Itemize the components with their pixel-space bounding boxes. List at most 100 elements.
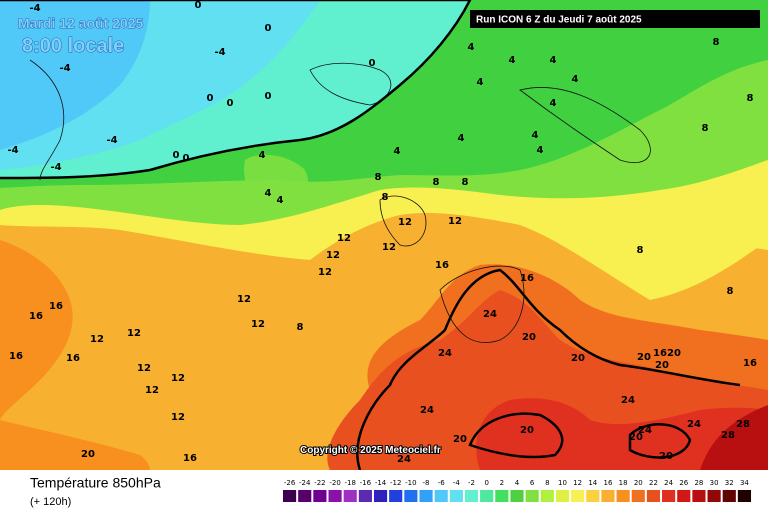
contour-label: 4 [532,130,539,141]
colorbar-tick-label: -10 [405,479,416,487]
contour-label: 4 [265,188,272,199]
colorbar-swatch [480,490,494,502]
colorbar-swatch [646,490,661,502]
colorbar-swatch [313,490,327,502]
colorbar-swatch [404,490,418,502]
colorbar-swatch [373,490,388,502]
colorbar-tick-label: -4 [453,479,461,487]
date: Mardi 12 août 2025 [18,15,143,31]
contour-label: 8 [375,172,382,183]
colorbar-tick-label: 20 [634,479,643,487]
colorbar-tick-label: -6 [438,479,446,487]
colorbar-swatch [298,490,312,502]
colorbar-swatch [464,490,479,502]
contour-label: 0 [173,150,180,161]
contour-label: 20 [522,332,536,343]
contour-label: 12 [448,216,462,227]
contour-label: -4 [29,3,40,14]
colorbar-swatch [555,490,570,502]
contour-label: 24 [420,405,434,416]
contour-label: 12 [145,385,159,396]
colorbar-tick-label: 34 [740,479,749,487]
contour-label: 4 [509,55,516,66]
colorbar-tick-label: 26 [679,479,688,487]
contour-label: 4 [477,77,484,88]
contour-label: 12 [318,267,332,278]
colorbar-swatch [631,490,645,502]
colorbar-tick-label: -24 [299,479,311,487]
contour-label: 4 [550,98,557,109]
contour-label: 4 [468,42,475,53]
contour-label: 20 [655,360,669,371]
contour-label: 4 [550,55,557,66]
colorbar-swatch [540,490,554,502]
colorbar-swatch [677,490,691,502]
contour-label: 0 [183,153,190,164]
contour-label: -4 [106,135,117,146]
colorbar-tick-label: 22 [649,479,658,487]
contour-label: 24 [397,454,411,465]
contour-label: 0 [369,58,376,69]
colorbar-swatch [283,490,297,502]
contour-label: -4 [50,162,61,173]
contour-label: 12 [137,363,151,374]
contour-label: 8 [462,177,469,188]
contour-label: 12 [337,233,351,244]
contour-label: 4 [277,195,284,206]
contour-label: 24 [483,309,497,320]
colorbar-tick-label: 24 [664,479,673,487]
contour-label: 8 [702,123,709,134]
colorbar-tick-label: -2 [468,479,475,487]
colorbar-swatch [571,490,585,502]
contour-label: 12 [398,217,412,228]
colorbar-tick-label: 28 [694,479,703,487]
colorbar-swatch [692,490,706,502]
colorbar-swatch [737,490,751,502]
colorbar-tick-label: -16 [360,479,372,487]
contour-label: 24 [687,419,701,430]
colorbar-tick-label: 12 [573,479,582,487]
contour-label: 12 [171,373,185,384]
contour-label: 0 [265,91,272,102]
contour-label: 24 [638,425,652,436]
contour-label: 8 [713,37,720,48]
colorbar-swatch [601,490,615,502]
colorbar-tick-label: -8 [423,479,430,487]
contour-label: 12 [127,328,141,339]
contour-label: -4 [7,145,18,156]
contour-label: 0 [195,0,202,11]
colorbar-tick-label: 6 [530,479,535,487]
colorbar-swatch [419,490,433,502]
contour-label: 4 [572,74,579,85]
colorbar-tick-label: -20 [329,479,340,487]
local-time: 8:00 locale [22,35,124,57]
copyright: Copyright © 2025 Meteociel.fr [300,445,441,456]
contour-label: 8 [297,322,304,333]
contour-label: 4 [458,133,465,144]
contour-label: 28 [736,419,750,430]
contour-label: 8 [727,286,734,297]
contour-label: 0 [227,98,234,109]
colorbar-swatch [358,490,372,502]
colorbar-swatch [662,490,676,502]
colorbar-tick-label: 16 [604,479,613,487]
contour-label: 16 [183,453,197,464]
contour-label: 12 [251,319,265,330]
contour-label: 24 [438,348,452,359]
colorbar-tick-label: -26 [284,479,296,487]
contour-label: 24 [621,395,635,406]
colorbar: -26 -24 -22 -20 -18 -16 -14 -12 -10 -8 -6 -4 -2 0 2 4 6 8… [283,479,751,502]
contour-label: 8 [433,177,440,188]
contour-label: 20 [659,451,673,462]
contour-label: 12 [90,334,104,345]
contour-label: 16 [9,351,23,362]
colorbar-swatch [586,490,600,502]
colorbar-swatch [449,490,463,502]
contour-label: 16 [29,311,43,322]
contour-label: 12 [237,294,251,305]
run-info: Run ICON 6 Z du Jeudi 7 août 2025 [476,15,642,26]
contour-label: 0 [207,93,214,104]
contour-label: 4 [259,150,266,161]
colorbar-tick-label: 32 [725,479,734,487]
